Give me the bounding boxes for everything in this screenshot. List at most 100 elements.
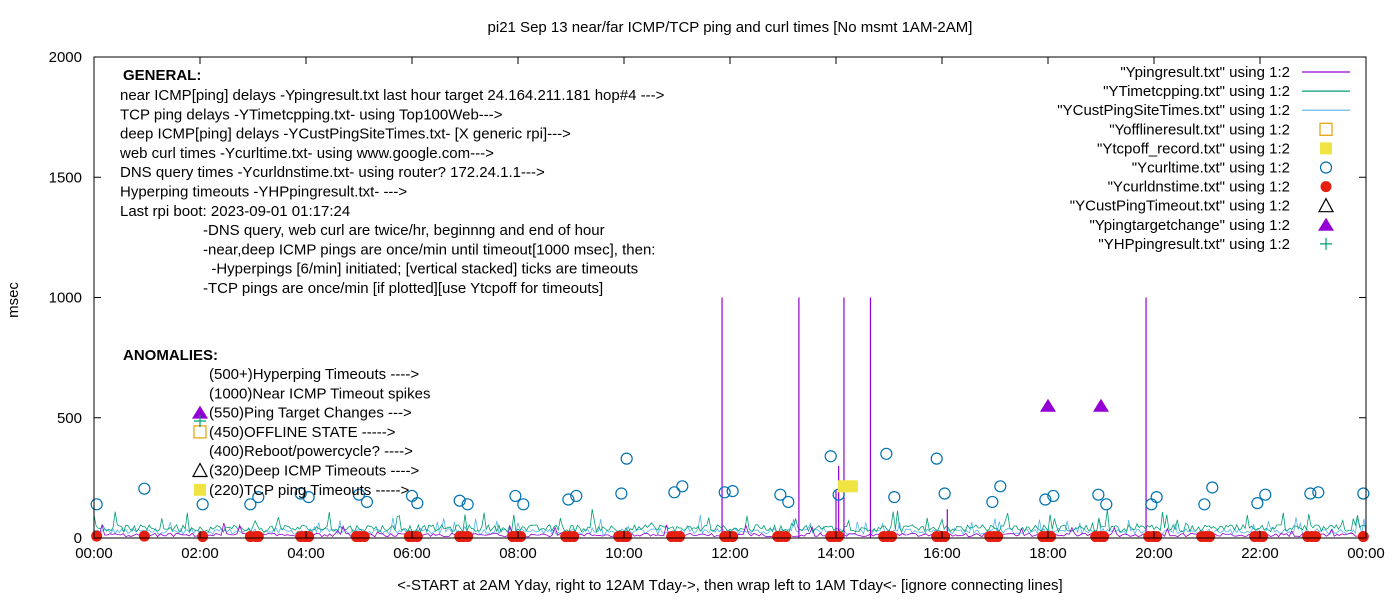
legend-swatch <box>1319 122 1333 136</box>
legend-label: "Ypingresult.txt" using 1:2 <box>1120 64 1290 81</box>
data-point <box>886 531 898 543</box>
data-point <box>824 450 837 463</box>
x-tick-label: 14:00 <box>817 545 855 562</box>
anomaly-marker <box>193 425 207 439</box>
y-tick-label: 1500 <box>49 169 82 186</box>
data-point <box>939 531 951 543</box>
general-line: deep ICMP[ping] delays -YCustPingSiteTim… <box>120 126 571 143</box>
data-point <box>1100 498 1113 511</box>
data-point <box>1259 488 1272 501</box>
y-tick-label: 500 <box>57 410 82 427</box>
legend-label: "Ypingtargetchange" using 1:2 <box>1089 217 1290 234</box>
anomaly-line: (220)TCP ping Timeouts -----> <box>209 482 409 499</box>
data-point <box>515 531 527 543</box>
legend-label: "Ytcpoff_record.txt" using 1:2 <box>1097 140 1290 157</box>
data-point <box>1357 531 1369 543</box>
data-point <box>196 498 209 511</box>
data-point <box>252 531 264 543</box>
data-point <box>411 497 424 510</box>
x-tick-label: 20:00 <box>1135 545 1173 562</box>
data-point <box>303 531 315 543</box>
data-point <box>782 495 795 509</box>
general-title: GENERAL: <box>123 67 201 84</box>
data-point <box>994 480 1007 493</box>
data-point <box>352 488 366 501</box>
legend-label: "Yofflineresult.txt" using 1:2 <box>1109 121 1290 138</box>
legend-label: "YCustPingTimeout.txt" using 1:2 <box>1070 198 1290 215</box>
data-point <box>1206 481 1219 494</box>
y-tick-label: 2000 <box>49 49 82 66</box>
x-tick-label: 06:00 <box>393 545 431 562</box>
legend-swatch <box>1319 161 1333 174</box>
note-line: -near,deep ICMP pings are once/min until… <box>203 241 655 258</box>
general-line: TCP ping delays -YTimetcpping.txt- using… <box>120 106 503 123</box>
data-point <box>138 482 151 495</box>
legend: "Ypingresult.txt" using 1:2 "YTimetcpping… <box>1057 64 1350 253</box>
y-tick-label: 0 <box>74 530 82 547</box>
general-annotations: GENERAL: near ICMP[ping] delays -Ypingres… <box>119 67 665 297</box>
data-point <box>461 498 474 511</box>
x-tick-label: 08:00 <box>499 545 537 562</box>
tcp-ping-trace <box>93 509 1367 534</box>
x-axis-label: <-START at 2AM Yday, right to 12AM Tday-… <box>397 577 1062 594</box>
x-tick-label: 22:00 <box>1241 545 1279 562</box>
data-point <box>1257 531 1269 543</box>
chart-title: pi21 Sep 13 near/far ICMP/TCP ping and c… <box>488 19 973 36</box>
data-point <box>91 530 103 542</box>
data-point <box>1093 398 1109 412</box>
data-point <box>517 498 530 511</box>
y-axis-label: msec <box>5 282 22 318</box>
data-point <box>462 531 474 543</box>
data-point <box>1151 531 1163 543</box>
x-tick-label: 16:00 <box>923 545 961 562</box>
data-point <box>453 494 466 507</box>
legend-swatch <box>1317 197 1335 213</box>
x-tick-label: 04:00 <box>287 545 325 562</box>
data-point <box>138 530 150 542</box>
data-point <box>726 485 739 498</box>
legend-label: "Ycurltime.txt" using 1:2 <box>1132 160 1290 177</box>
general-line: DNS query times -Ycurldnstime.txt- using… <box>120 164 545 181</box>
data-point <box>1304 487 1317 500</box>
data-point <box>1357 487 1370 500</box>
legend-swatch <box>1320 181 1332 193</box>
data-point <box>358 531 370 543</box>
x-tick-label: 12:00 <box>711 545 749 562</box>
data-point <box>294 487 307 500</box>
data-point <box>244 498 257 511</box>
data-point <box>1092 488 1105 501</box>
data-point <box>727 531 739 543</box>
data-point <box>780 531 792 543</box>
data-point <box>674 531 686 543</box>
anomalies-annotations: ANOMALIES: (500+)Hyperping Timeouts ---->… <box>123 347 430 499</box>
data-point <box>411 531 423 543</box>
legend-label: "YHPpingresult.txt" using 1:2 <box>1098 236 1290 253</box>
data-point <box>668 486 681 499</box>
general-line: web curl times -Ycurltime.txt- using www… <box>119 145 494 162</box>
general-line: near ICMP[ping] delays -Ypingresult.txt … <box>120 87 665 104</box>
legend-label: "YCustPingSiteTimes.txt" using 1:2 <box>1057 102 1290 119</box>
data-point <box>845 480 858 493</box>
data-point <box>1310 531 1322 543</box>
axis-ticks: 00:00 02:00 04:00 06:00 08:00 10:00 12:00 14:00… <box>49 49 1385 562</box>
general-line: Hyperping timeouts -YHPpingresult.txt- -… <box>120 184 407 201</box>
data-point <box>615 487 628 500</box>
data-point <box>1150 491 1163 504</box>
data-point <box>880 447 893 460</box>
anomaly-marker <box>191 462 209 478</box>
anomaly-marker <box>194 483 206 496</box>
data-point <box>621 531 633 543</box>
data-point <box>986 495 999 509</box>
x-tick-label: 00:00 <box>1347 545 1385 562</box>
x-tick-label: 02:00 <box>181 545 219 562</box>
data-point <box>1040 398 1056 412</box>
legend-swatch <box>1318 217 1334 231</box>
x-tick-label: 00:00 <box>75 545 113 562</box>
data-point <box>620 452 633 465</box>
note-line: -TCP pings are once/min [if plotted][use… <box>203 280 603 297</box>
data-point <box>302 491 315 504</box>
y-tick-label: 1000 <box>49 290 82 307</box>
legend-swatch <box>1320 237 1332 250</box>
data-point <box>1039 493 1052 506</box>
